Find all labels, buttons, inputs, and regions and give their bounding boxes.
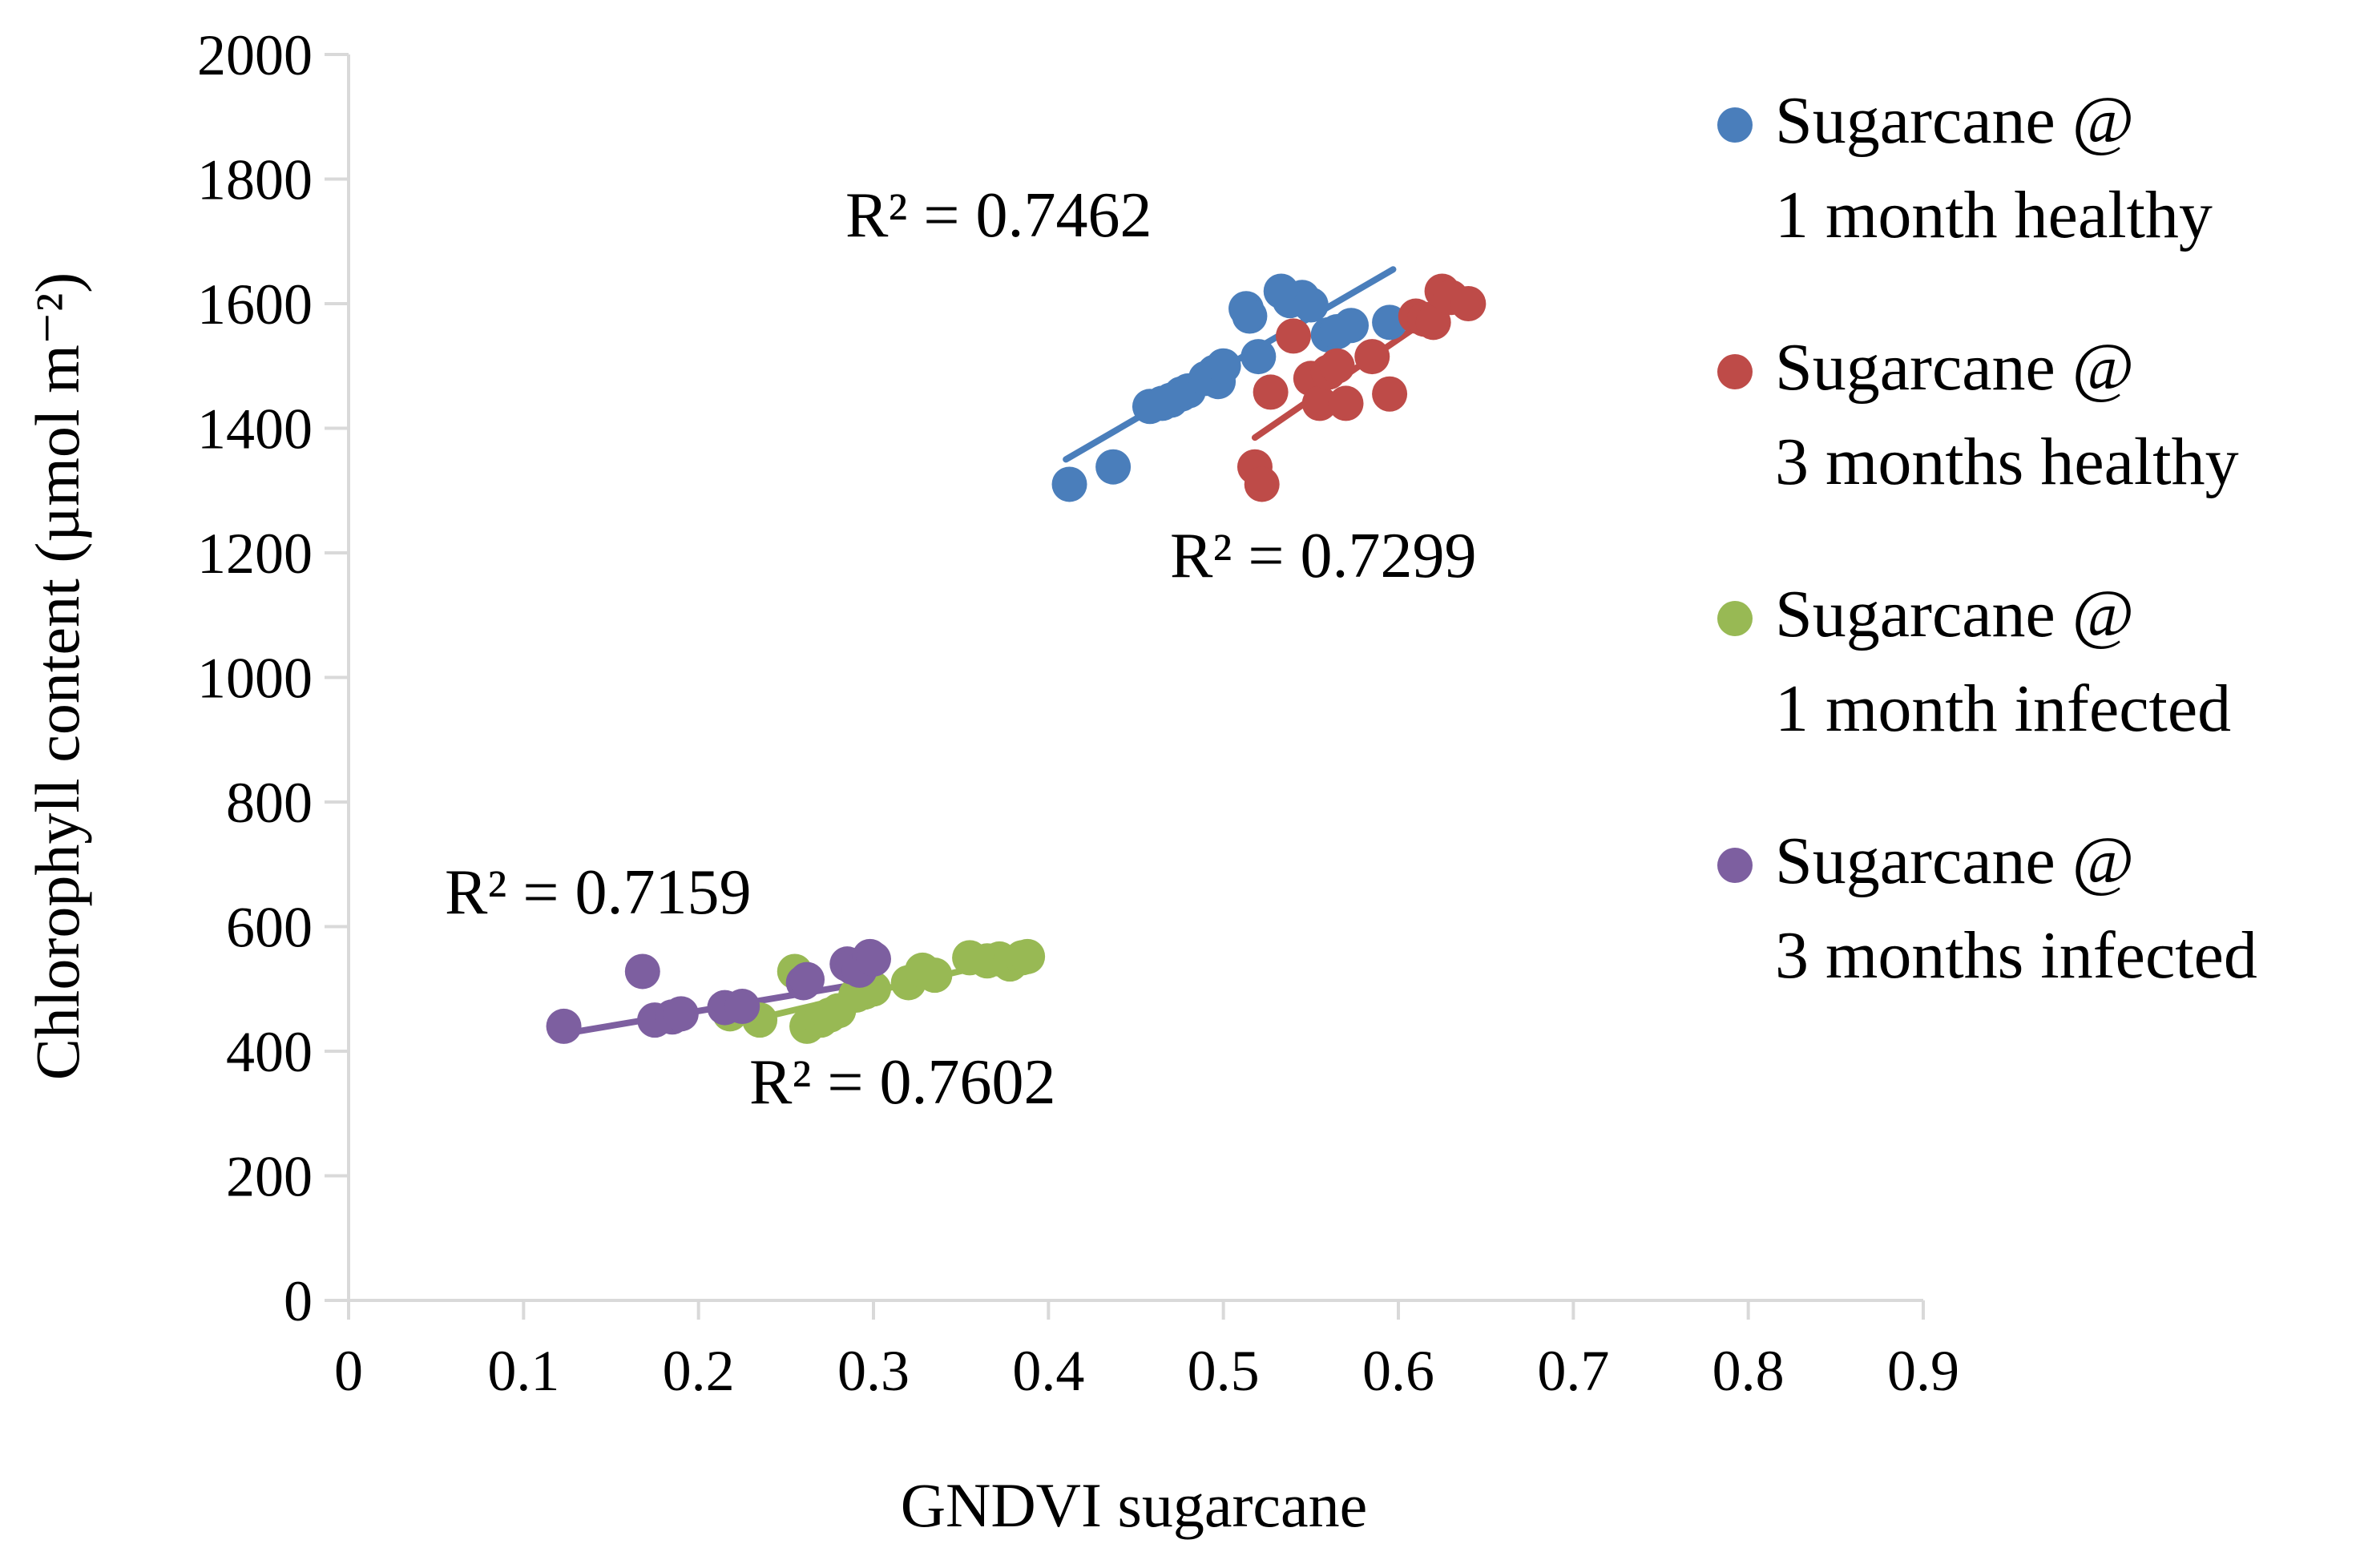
legend-label: 1 month healthy bbox=[1775, 178, 2213, 252]
data-point bbox=[1244, 466, 1280, 502]
data-point bbox=[1276, 318, 1311, 354]
data-point bbox=[1354, 339, 1390, 375]
y-tick-label: 0 bbox=[284, 1269, 313, 1333]
legend-label: Sugarcane @ bbox=[1775, 577, 2134, 651]
data-point bbox=[856, 941, 891, 977]
x-tick-label: 0.7 bbox=[1537, 1339, 1609, 1403]
data-point bbox=[1232, 298, 1268, 334]
data-point bbox=[1010, 938, 1046, 974]
y-tick-label: 600 bbox=[226, 896, 313, 960]
data-point bbox=[624, 953, 660, 990]
r-squared-label: R² = 0.7159 bbox=[445, 857, 751, 928]
x-axis-title: GNDVI sugarcane bbox=[901, 1470, 1368, 1540]
r-squared-label: R² = 0.7299 bbox=[1170, 521, 1476, 591]
data-points bbox=[546, 273, 1487, 1044]
data-point bbox=[546, 1008, 582, 1044]
legend-item-series-1: Sugarcane @ 1 month healthy bbox=[1717, 83, 2213, 252]
y-axis-title: Chlorophyll content (µmol m⁻²) bbox=[22, 272, 92, 1081]
x-tick-label: 0.1 bbox=[487, 1339, 559, 1403]
legend-label: Sugarcane @ bbox=[1775, 330, 2134, 405]
y-tick-label: 1600 bbox=[197, 272, 313, 337]
x-tick-label: 0.8 bbox=[1712, 1339, 1785, 1403]
data-point bbox=[1051, 466, 1087, 502]
legend-label: 3 months healthy bbox=[1775, 425, 2239, 499]
x-tick-label: 0 bbox=[334, 1339, 363, 1403]
data-point bbox=[724, 989, 760, 1025]
r-squared-labels: R² = 0.7462 R² = 0.7299 R² = 0.7602 R² = 0.… bbox=[445, 180, 1476, 1118]
legend-label: 1 month infected bbox=[1775, 671, 2231, 746]
y-tick-label: 2000 bbox=[197, 23, 313, 87]
data-point bbox=[1319, 348, 1355, 384]
y-tick-label: 800 bbox=[226, 771, 313, 835]
legend-item-series-3: Sugarcane @ 1 month infected bbox=[1717, 577, 2231, 746]
legend-marker bbox=[1717, 107, 1753, 143]
legend-label: Sugarcane @ bbox=[1775, 83, 2134, 158]
legend-marker bbox=[1717, 848, 1753, 883]
r-squared-label: R² = 0.7602 bbox=[749, 1047, 1055, 1118]
data-point bbox=[663, 996, 699, 1032]
x-tick-label: 0.9 bbox=[1887, 1339, 1959, 1403]
legend-label: Sugarcane @ bbox=[1775, 824, 2134, 898]
data-point bbox=[789, 961, 825, 998]
data-point bbox=[1293, 287, 1329, 323]
legend-item-series-2: Sugarcane @ 3 months healthy bbox=[1717, 330, 2239, 499]
legend: Sugarcane @ 1 month healthy Sugarcane @ 3 m… bbox=[1717, 83, 2257, 993]
x-tick-label: 0.5 bbox=[1188, 1339, 1260, 1403]
legend-marker bbox=[1717, 601, 1753, 636]
data-point bbox=[1205, 348, 1241, 384]
data-point bbox=[1253, 374, 1289, 410]
r-squared-label: R² = 0.7462 bbox=[845, 180, 1152, 251]
data-point bbox=[1415, 304, 1451, 341]
y-tick-label: 1800 bbox=[197, 148, 313, 212]
legend-marker bbox=[1717, 354, 1753, 389]
x-tick-label: 0.2 bbox=[663, 1339, 735, 1403]
data-point bbox=[1328, 385, 1364, 421]
axes: 0 0.1 0.2 0.3 0.4 0.5 0.6 0.7 0.8 0.9 0 200 400 600 80… bbox=[197, 23, 1959, 1403]
data-point bbox=[1095, 449, 1132, 485]
y-tick-label: 400 bbox=[226, 1020, 313, 1084]
data-point bbox=[917, 957, 953, 994]
legend-item-series-4: Sugarcane @ 3 months infected bbox=[1717, 824, 2257, 993]
data-point bbox=[1240, 339, 1277, 375]
data-point bbox=[1372, 376, 1408, 412]
data-point bbox=[1333, 308, 1370, 344]
y-tick-label: 1000 bbox=[197, 647, 313, 711]
x-tick-label: 0.4 bbox=[1012, 1339, 1084, 1403]
x-tick-label: 0.3 bbox=[837, 1339, 910, 1403]
y-tick-label: 1200 bbox=[197, 522, 313, 586]
y-tick-label: 1400 bbox=[197, 397, 313, 462]
data-point bbox=[1301, 385, 1337, 421]
x-tick-label: 0.6 bbox=[1362, 1339, 1434, 1403]
legend-label: 3 months infected bbox=[1775, 918, 2257, 993]
data-point bbox=[1450, 286, 1487, 321]
y-tick-label: 200 bbox=[226, 1145, 313, 1209]
